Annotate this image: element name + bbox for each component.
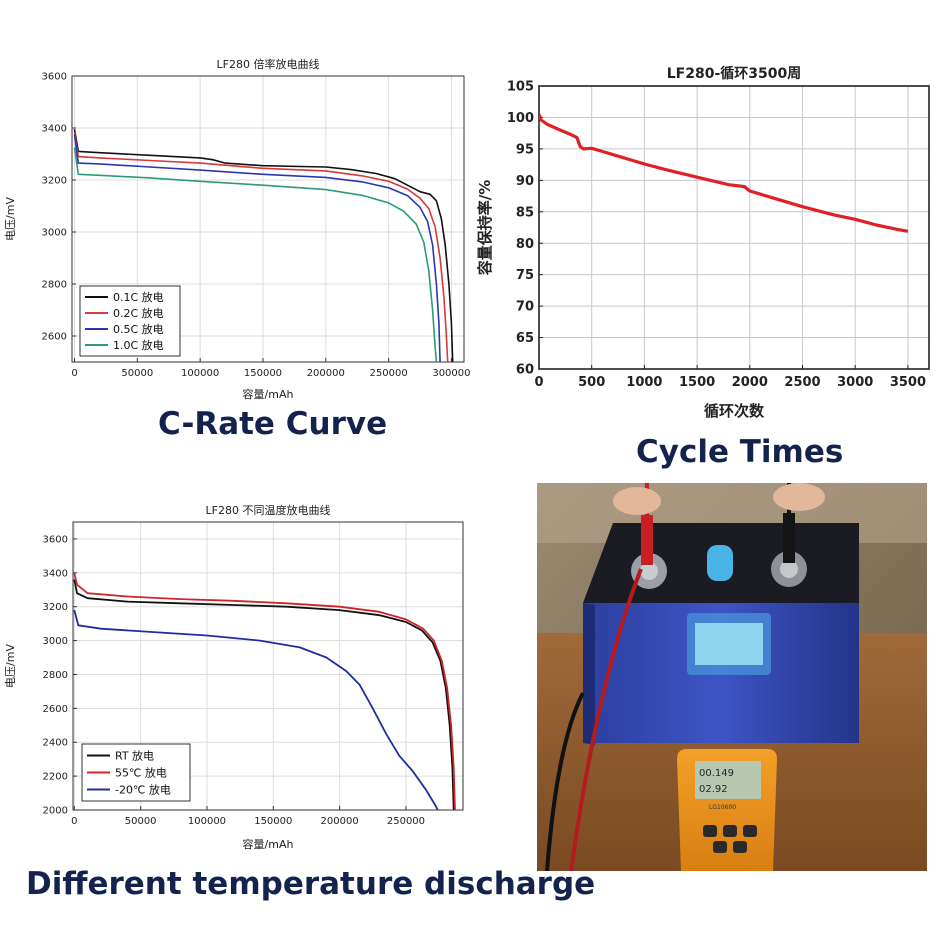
legend-label-1: 55℃ 放电	[115, 766, 167, 780]
x-axis-label: 循环次数	[704, 402, 765, 420]
y-tick-label-1: 2200	[43, 772, 68, 783]
x-tick-label-0: 0	[71, 368, 77, 379]
y-tick-label-1: 65	[516, 331, 534, 346]
c-rate-caption: C-Rate Curve	[158, 406, 388, 442]
y-axis-label: 电压/mV	[4, 197, 17, 241]
series-line-0	[73, 129, 454, 362]
x-tick-label-1: 50000	[125, 816, 157, 827]
internal-resistance-meter: 00.149 02.92 LG10600	[677, 749, 777, 871]
y-tick-label-8: 3600	[43, 534, 68, 545]
y-tick-label-7: 3400	[43, 568, 68, 579]
x-tick-label-2: 100000	[188, 816, 226, 827]
x-tick-label-5: 250000	[387, 816, 425, 827]
y-tick-label-4: 3400	[42, 124, 67, 135]
hand-right	[773, 483, 825, 511]
terminal-positive	[631, 553, 667, 589]
y-tick-label-9: 105	[507, 80, 534, 95]
y-axis-label: 电压/mV	[4, 644, 17, 688]
y-tick-label-5: 85	[516, 205, 534, 220]
y-axis-label: 容量保持率/%	[476, 180, 494, 277]
y-tick-label-1: 2800	[42, 280, 67, 291]
temperature-caption: Different temperature discharge	[26, 866, 596, 902]
x-axis-label: 容量/mAh	[243, 387, 294, 401]
series-line-1	[73, 572, 456, 810]
x-tick-label-1: 500	[578, 375, 605, 390]
meter-reading-2: 02.92	[699, 784, 728, 795]
series-line-3	[73, 147, 438, 362]
y-tick-label-3: 3200	[42, 176, 67, 187]
c-rate-chart: 0 50000 100000 150000 200000 250000 300000 2600…	[4, 57, 470, 401]
meter-label: LG10600	[709, 804, 736, 811]
legend-label-2: 0.5C 放电	[113, 322, 164, 336]
cycle-life-chart: 0 500 1000 1500 2000 2500 3000 3500 60 65 70 75 80 85…	[476, 65, 930, 420]
legend-label-1: 0.2C 放电	[113, 306, 164, 320]
x-tick-label-1: 50000	[121, 368, 153, 379]
battery-test-photo: 00.149 02.92 LG10600	[537, 483, 927, 871]
y-tick-label-0: 60	[516, 363, 534, 378]
y-tick-label-2: 70	[516, 300, 534, 315]
y-tick-label-0: 2000	[43, 806, 68, 817]
meter-reading-1: 00.149	[699, 768, 734, 779]
y-tick-label-4: 2800	[43, 670, 68, 681]
x-tick-label-0: 0	[71, 816, 77, 827]
chart-title: LF280-循环3500周	[667, 65, 801, 82]
legend-label-0: 0.1C 放电	[113, 290, 164, 304]
x-tick-label-6: 3000	[837, 375, 873, 390]
x-tick-label-6: 300000	[432, 368, 470, 379]
x-tick-label-4: 2000	[732, 375, 768, 390]
y-tick-label-6: 90	[516, 174, 534, 189]
series-line-2	[73, 609, 439, 810]
x-tick-label-2: 100000	[181, 368, 219, 379]
plot-frame	[71, 75, 465, 363]
y-tick-label-2: 3000	[42, 228, 67, 239]
legend-label-3: 1.0C 放电	[113, 338, 164, 352]
temperature-discharge-chart: 0 50000 100000 150000 200000 250000 2000 2200 24…	[4, 503, 464, 851]
x-tick-label-3: 150000	[244, 368, 282, 379]
vent-valve	[707, 545, 733, 581]
y-tick-label-5: 3000	[43, 636, 68, 647]
series-line-0	[539, 113, 909, 233]
x-tick-label-5: 2500	[784, 375, 820, 390]
x-tick-label-3: 150000	[254, 816, 292, 827]
legend-label-2: -20℃ 放电	[115, 783, 171, 797]
y-tick-label-3: 75	[516, 268, 534, 283]
y-tick-label-4: 80	[516, 237, 534, 252]
x-tick-label-4: 200000	[307, 368, 345, 379]
y-tick-label-6: 3200	[43, 602, 68, 613]
y-tick-label-3: 2600	[43, 704, 68, 715]
terminal-negative	[771, 551, 807, 587]
series-line-1	[73, 131, 449, 362]
chart-title: LF280 不同温度放电曲线	[206, 503, 331, 517]
plot-frame	[538, 85, 930, 370]
y-tick-label-7: 95	[516, 142, 534, 157]
x-tick-label-2: 1000	[626, 375, 662, 390]
x-tick-label-5: 250000	[370, 368, 408, 379]
x-tick-label-7: 3500	[890, 375, 926, 390]
series-line-0	[73, 579, 455, 810]
series-line-2	[73, 134, 441, 362]
x-axis-label: 容量/mAh	[243, 837, 294, 851]
y-tick-label-5: 3600	[42, 72, 67, 83]
x-tick-label-0: 0	[534, 375, 543, 390]
y-tick-label-2: 2400	[43, 738, 68, 749]
cycle-caption: Cycle Times	[636, 434, 844, 470]
plot-frame	[72, 521, 464, 811]
legend-label-0: RT 放电	[115, 749, 154, 763]
hand-left	[613, 487, 661, 515]
x-tick-label-3: 1500	[679, 375, 715, 390]
y-tick-label-8: 100	[507, 111, 534, 126]
y-tick-label-0: 2600	[42, 332, 67, 343]
x-tick-label-4: 200000	[321, 816, 359, 827]
chart-title: LF280 倍率放电曲线	[217, 57, 320, 71]
